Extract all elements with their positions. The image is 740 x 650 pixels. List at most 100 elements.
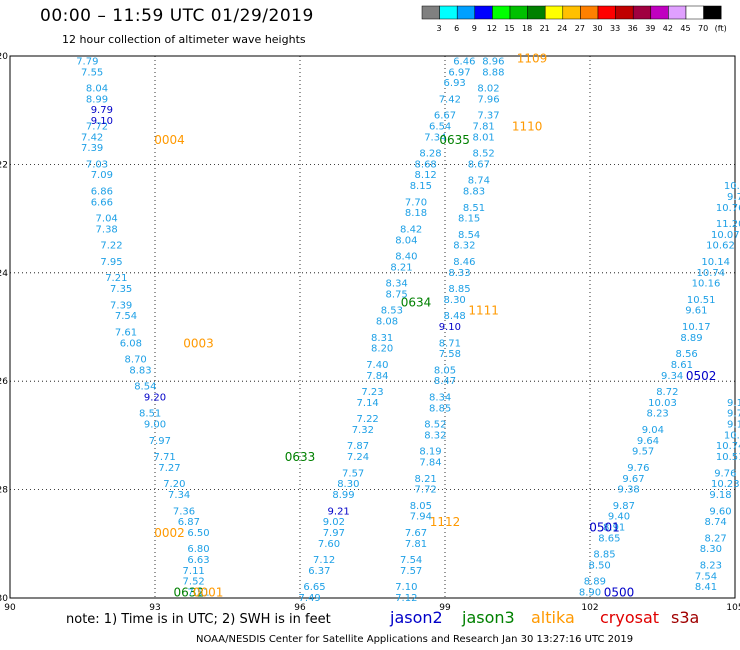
pass-time-label: 1110 <box>512 119 543 133</box>
wave-height-label: 8.54 <box>134 382 156 393</box>
wave-height-label: 8.23 <box>647 409 669 420</box>
pass-time-label: 1111 <box>468 304 499 318</box>
wave-height-label: 6.93 <box>444 78 466 89</box>
wave-height-label: 7.35 <box>110 284 132 295</box>
wave-height-label: 7.81 <box>405 539 427 550</box>
wave-height-label: 9.10 <box>439 322 461 333</box>
wave-height-label: 8.04 <box>395 235 417 246</box>
wave-height-label: 8.74 <box>705 517 727 528</box>
wave-height-label: 7.54 <box>695 571 717 582</box>
legend-jason2: jason2 <box>390 608 443 627</box>
x-tick-label: 93 <box>149 603 160 613</box>
colorbar-swatch <box>421 5 440 20</box>
colorbar-label: 42 <box>663 24 673 33</box>
wave-height-label: 7.84 <box>419 458 441 469</box>
wave-height-label: 7.39 <box>110 300 132 311</box>
wave-height-label: 7.61 <box>115 327 137 338</box>
wave-height-label: 8.21 <box>415 474 437 485</box>
wave-height-label: 9.64 <box>637 436 659 447</box>
x-tick-label: 102 <box>581 603 598 613</box>
wave-height-label: 10.03 <box>648 398 677 409</box>
wave-height-label: 8.18 <box>405 208 427 219</box>
wave-height-label: 10.16 <box>692 279 721 290</box>
wave-height-label: 8.47 <box>434 376 456 387</box>
colorbar-label: 15 <box>504 24 514 33</box>
wave-height-label: 7.55 <box>81 67 103 78</box>
wave-height-label: 7.34 <box>168 490 190 501</box>
wave-height-label: 7.54 <box>400 555 422 566</box>
wave-height-label: 8.56 <box>676 349 698 360</box>
wave-height-label: 7.72 <box>86 121 108 132</box>
colorbar-swatch <box>509 5 528 20</box>
wave-height-label: 9.76 <box>627 463 649 474</box>
wave-height-label: 8.04 <box>86 84 108 95</box>
wave-height-label: 6.86 <box>91 187 113 198</box>
wave-height-label: 8.90 <box>579 588 601 599</box>
colorbar-label: 18 <box>522 24 532 33</box>
wave-height-label: 7.42 <box>439 94 461 105</box>
wave-height-label: 7.57 <box>400 566 422 577</box>
colorbar-label: (ft) <box>715 24 727 33</box>
wave-height-label: 6.65 <box>303 582 325 593</box>
colorbar-swatch <box>474 5 493 20</box>
wave-height-label: 7.94 <box>410 512 432 523</box>
wave-height-label: 7.79 <box>76 56 98 67</box>
wave-height-label: 10.74 <box>716 441 740 452</box>
wave-height-label: 7.23 <box>361 387 383 398</box>
y-tick-label: -24 <box>0 269 8 279</box>
wave-height-label: 11.20 <box>716 219 740 230</box>
wave-height-label: 7.27 <box>158 463 180 474</box>
wave-height-label: 7.67 <box>405 528 427 539</box>
wave-height-label: 6.08 <box>120 338 142 349</box>
wave-height-label: 8.51 <box>463 203 485 214</box>
wave-height-label: 8.61 <box>671 360 693 371</box>
pass-time-label: 0634 <box>401 296 432 310</box>
x-tick-label: 99 <box>439 603 451 613</box>
wave-height-label: 7.49 <box>299 593 321 604</box>
wave-height-label: 7.87 <box>347 441 369 452</box>
wave-height-label: 8.01 <box>473 132 495 143</box>
wave-height-label: 8.34 <box>386 279 408 290</box>
y-tick-label: -26 <box>0 377 8 387</box>
wave-height-label: 6.63 <box>187 555 209 566</box>
wave-height-label: 9.34 <box>661 371 683 382</box>
wave-height-label: 7.03 <box>86 159 108 170</box>
wave-height-label: 8.99 <box>86 94 108 105</box>
wave-height-label: 7.36 <box>173 506 195 517</box>
legend-altika: altika <box>531 608 575 627</box>
pass-time-label: 0002 <box>154 526 185 540</box>
wave-height-label: 7.51 <box>187 588 209 599</box>
wave-height-label: 9.21 <box>328 506 350 517</box>
wave-height-label: 9.38 <box>618 485 640 496</box>
wave-height-label: 9.61 <box>685 306 707 317</box>
colorbar-swatch <box>456 5 476 20</box>
wave-height-label: 6.80 <box>187 544 209 555</box>
wave-height-label: 10.51 <box>687 295 716 306</box>
wave-height-label: 9.00 <box>144 420 166 431</box>
wave-height-label: 8.67 <box>468 159 490 170</box>
wave-height-label: 7.52 <box>183 577 205 588</box>
wave-height-label: 9.40 <box>608 512 630 523</box>
wave-height-label: 8.27 <box>705 533 727 544</box>
wave-height-label: 6.87 <box>178 517 200 528</box>
colorbar-label: 30 <box>592 24 602 33</box>
wave-height-label: 8.99 <box>332 490 354 501</box>
wave-height-label: 8.30 <box>444 295 466 306</box>
wave-height-label: 8.31 <box>371 333 393 344</box>
wave-height-label: 10.7 <box>724 181 740 192</box>
wave-height-label: 9.20 <box>144 392 166 403</box>
wave-height-label: 8.05 <box>434 365 456 376</box>
wave-height-label: 8.28 <box>419 149 441 160</box>
wave-height-label: 7.21 <box>105 273 127 284</box>
wave-height-label: 10.62 <box>706 241 735 252</box>
legend-cryosat: cryosat <box>600 608 660 627</box>
wave-height-label: 8.70 <box>125 355 147 366</box>
wave-height-label: 8.32 <box>453 241 475 252</box>
colorbar-label: 36 <box>628 24 638 33</box>
wave-height-label: 7.12 <box>395 593 417 604</box>
map-subtitle: 12 hour collection of altimeter wave hei… <box>62 33 306 46</box>
wave-height-label: 9.1 <box>727 420 740 431</box>
wave-height-label: 7.39 <box>81 143 103 154</box>
wave-height-label: 7.04 <box>96 214 118 225</box>
